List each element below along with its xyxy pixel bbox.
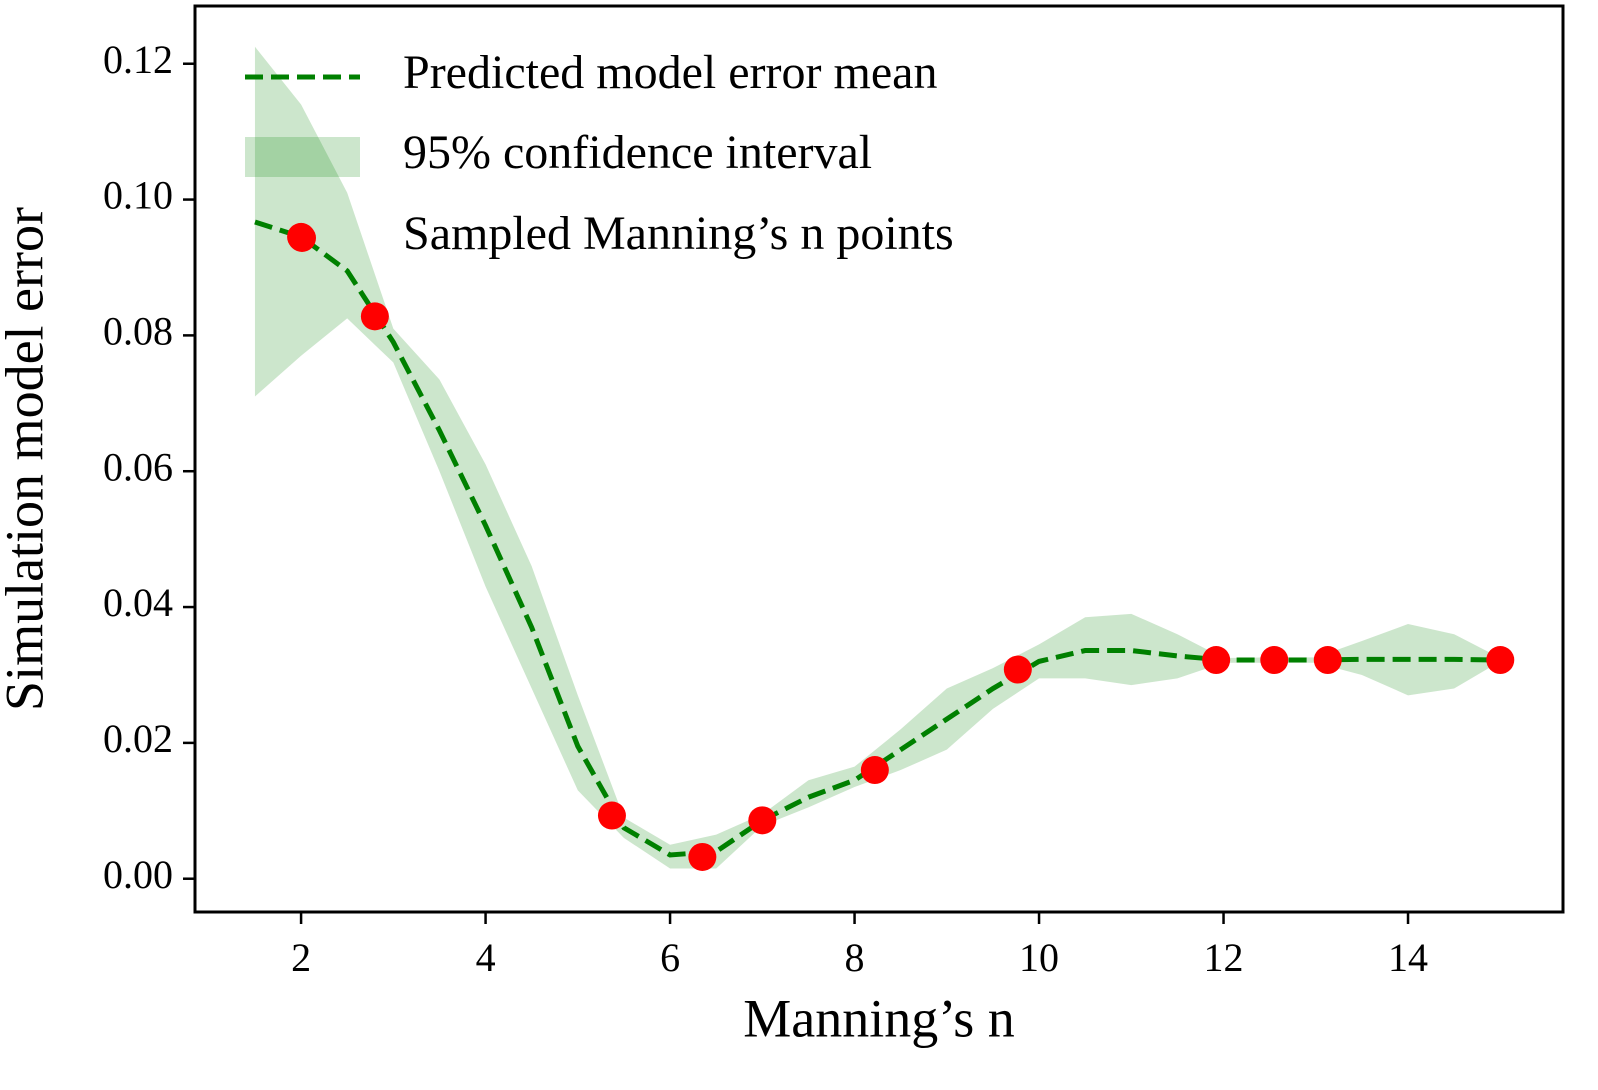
plot-area	[254, 46, 1515, 871]
x-tick-label: 10	[1019, 935, 1059, 980]
sample-point	[1313, 646, 1342, 675]
y-axis-label: Simulation model error	[0, 207, 54, 711]
y-tick-label: 0.00	[103, 852, 173, 897]
axes-frame	[193, 4, 1565, 914]
x-tick-label: 8	[845, 935, 865, 980]
sample-point	[597, 801, 626, 830]
legend-label: Sampled Manning’s n points	[403, 207, 954, 260]
sample-point	[748, 806, 777, 835]
sample-point	[360, 302, 389, 331]
x-tick-label: 4	[476, 935, 496, 980]
x-tick-label: 12	[1204, 935, 1244, 980]
y-tick-label: 0.02	[103, 716, 173, 761]
sample-point	[688, 842, 717, 871]
sample-point	[1202, 646, 1231, 675]
legend-band-swatch	[245, 137, 360, 177]
legend-point-swatch	[288, 224, 316, 252]
x-tick-label: 14	[1388, 935, 1428, 980]
x-axis-label: Manning’s n	[743, 988, 1015, 1048]
legend-label: Predicted model error mean	[403, 46, 937, 99]
legend-label: 95% confidence interval	[403, 126, 872, 179]
y-tick-label: 0.04	[103, 580, 173, 625]
confidence-band	[254, 46, 1501, 869]
sample-point	[1003, 655, 1032, 684]
y-tick-label: 0.06	[103, 444, 173, 489]
y-tick-label: 0.12	[103, 37, 173, 82]
sample-point	[1260, 646, 1289, 675]
y-tick-label: 0.08	[103, 309, 173, 354]
sample-point	[1486, 646, 1515, 675]
x-tick-label: 2	[291, 935, 311, 980]
mean-line	[254, 219, 1501, 858]
sample-point	[860, 756, 889, 785]
x-tick-label: 6	[660, 935, 680, 980]
y-tick-label: 0.10	[103, 173, 173, 218]
